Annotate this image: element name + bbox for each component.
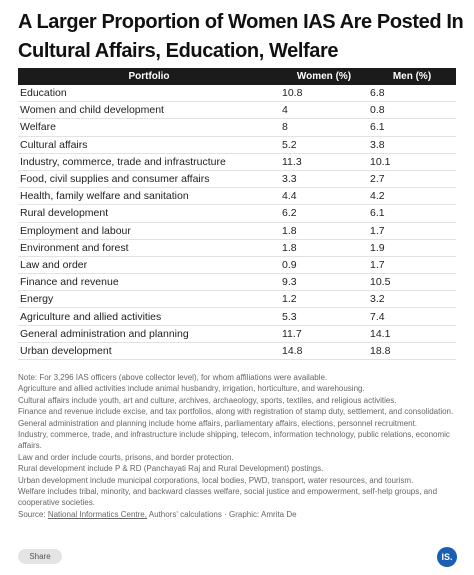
column-header: Men (%) bbox=[368, 68, 456, 85]
table-row: General administration and planning 11.7 1… bbox=[18, 325, 456, 343]
cell-value: 10.5 bbox=[368, 273, 456, 292]
table-row: Employment and labour 1.8 1.7 bbox=[18, 222, 456, 240]
cell-value: 6.8 bbox=[368, 85, 456, 103]
note: Cultural affairs include youth, art and … bbox=[18, 395, 397, 405]
cell-value: 11.3 bbox=[280, 153, 368, 171]
cell-value: 14.8 bbox=[280, 342, 368, 361]
table-row: Agriculture and allied activities 5.3 7.4 bbox=[18, 307, 456, 326]
table-row: Finance and revenue 9.3 10.5 bbox=[18, 273, 456, 292]
table-row: Energy 1.2 3.2 bbox=[18, 290, 456, 309]
cell-value: 8 bbox=[280, 118, 368, 137]
data-table: Portfolio Women (%) Men (%) Education 10.8 6.… bbox=[18, 68, 456, 361]
cell-value: 0.8 bbox=[368, 101, 456, 120]
cell-value: 3.3 bbox=[280, 170, 368, 189]
cell-value: 6.1 bbox=[368, 118, 456, 137]
cell-value: 2.7 bbox=[368, 170, 456, 189]
note: Agriculture and allied activities includ… bbox=[18, 384, 365, 394]
cell-value: 9.3 bbox=[280, 273, 368, 292]
table-row: Food, civil supplies and consumer affair… bbox=[18, 170, 456, 189]
note: Finance and revenue include excise, and … bbox=[18, 407, 454, 417]
title: A Larger Proportion of Women IAS Are Pos… bbox=[18, 11, 464, 62]
cell-value: 5.2 bbox=[280, 136, 368, 154]
source-link[interactable]: National Informatics Centre, bbox=[47, 509, 147, 519]
source-rest: Authors' calculations · Graphic: Amrita … bbox=[148, 509, 297, 519]
table-row: Environment and forest 1.8 1.9 bbox=[18, 239, 456, 257]
table-row: Welfare 8 6.1 bbox=[18, 118, 456, 137]
cell-value: 4.4 bbox=[280, 187, 368, 206]
cell-label: Agriculture and allied activities bbox=[18, 307, 280, 326]
note: Urban development include municipal corp… bbox=[18, 475, 414, 485]
cell-value: 18.8 bbox=[368, 342, 456, 361]
share-button[interactable]: Share bbox=[18, 549, 62, 564]
cell-value: 1.9 bbox=[368, 239, 456, 257]
cell-value: 1.8 bbox=[280, 239, 368, 257]
source: Source: National Informatics Centre, Aut… bbox=[18, 509, 458, 520]
header-row: Portfolio Women (%) Men (%) bbox=[18, 68, 456, 85]
cell-value: 10.8 bbox=[280, 85, 368, 103]
table-row: Women and child development 4 0.8 bbox=[18, 101, 456, 120]
notes: Note: For 3,296 IAS officers (above coll… bbox=[18, 372, 458, 520]
cell-label: Health, family welfare and sanitation bbox=[18, 187, 280, 206]
cell-label: Women and child development bbox=[18, 101, 280, 120]
table-row: Rural development 6.2 6.1 bbox=[18, 204, 456, 223]
note: Welfare includes tribal, minority, and b… bbox=[18, 487, 438, 508]
cell-label: Energy bbox=[18, 290, 280, 309]
cell-value: 11.7 bbox=[280, 325, 368, 343]
cell-label: Urban development bbox=[18, 342, 280, 361]
cell-label: General administration and planning bbox=[18, 325, 280, 343]
table-row: Health, family welfare and sanitation 4.4… bbox=[18, 187, 456, 206]
note: General administration and planning incl… bbox=[18, 418, 418, 428]
cell-value: 14.1 bbox=[368, 325, 456, 343]
cell-label: Finance and revenue bbox=[18, 273, 280, 292]
cell-value: 1.7 bbox=[368, 256, 456, 275]
cell-label: Cultural affairs bbox=[18, 136, 280, 154]
cell-label: Environment and forest bbox=[18, 239, 280, 257]
table-row: Cultural affairs 5.2 3.8 bbox=[18, 136, 456, 154]
cell-value: 1.7 bbox=[368, 222, 456, 240]
cell-value: 0.9 bbox=[280, 256, 368, 275]
cell-label: Employment and labour bbox=[18, 222, 280, 240]
column-header: Portfolio bbox=[18, 68, 280, 85]
cell-label: Education bbox=[18, 85, 280, 103]
cell-value: 4 bbox=[280, 101, 368, 120]
logo: IS. bbox=[437, 547, 457, 567]
cell-value: 1.2 bbox=[280, 290, 368, 309]
table-row: Urban development 14.8 18.8 bbox=[18, 342, 456, 361]
note: Industry, commerce, trade, and infrastru… bbox=[18, 430, 450, 451]
cell-label: Food, civil supplies and consumer affair… bbox=[18, 170, 280, 189]
cell-value: 3.2 bbox=[368, 290, 456, 309]
cell-value: 1.8 bbox=[280, 222, 368, 240]
note: Note: For 3,296 IAS officers (above coll… bbox=[18, 373, 328, 382]
cell-value: 10.1 bbox=[368, 153, 456, 171]
note: Rural development include P & RD (Pancha… bbox=[18, 464, 324, 474]
column-header: Women (%) bbox=[280, 68, 368, 85]
cell-value: 7.4 bbox=[368, 307, 456, 326]
table-row: Education 10.8 6.8 bbox=[18, 85, 456, 103]
cell-value: 4.2 bbox=[368, 187, 456, 206]
table-row: Industry, commerce, trade and infrastruc… bbox=[18, 153, 456, 171]
source-label: Source: bbox=[18, 509, 46, 519]
note: Law and order include courts, prisons, a… bbox=[18, 452, 234, 462]
cell-label: Welfare bbox=[18, 118, 280, 137]
cell-value: 5.3 bbox=[280, 307, 368, 326]
cell-label: Industry, commerce, trade and infrastruc… bbox=[18, 153, 280, 171]
cell-value: 3.8 bbox=[368, 136, 456, 154]
table-row: Law and order 0.9 1.7 bbox=[18, 256, 456, 275]
cell-label: Law and order bbox=[18, 256, 280, 275]
cell-label: Rural development bbox=[18, 204, 280, 223]
cell-value: 6.1 bbox=[368, 204, 456, 223]
cell-value: 6.2 bbox=[280, 204, 368, 223]
